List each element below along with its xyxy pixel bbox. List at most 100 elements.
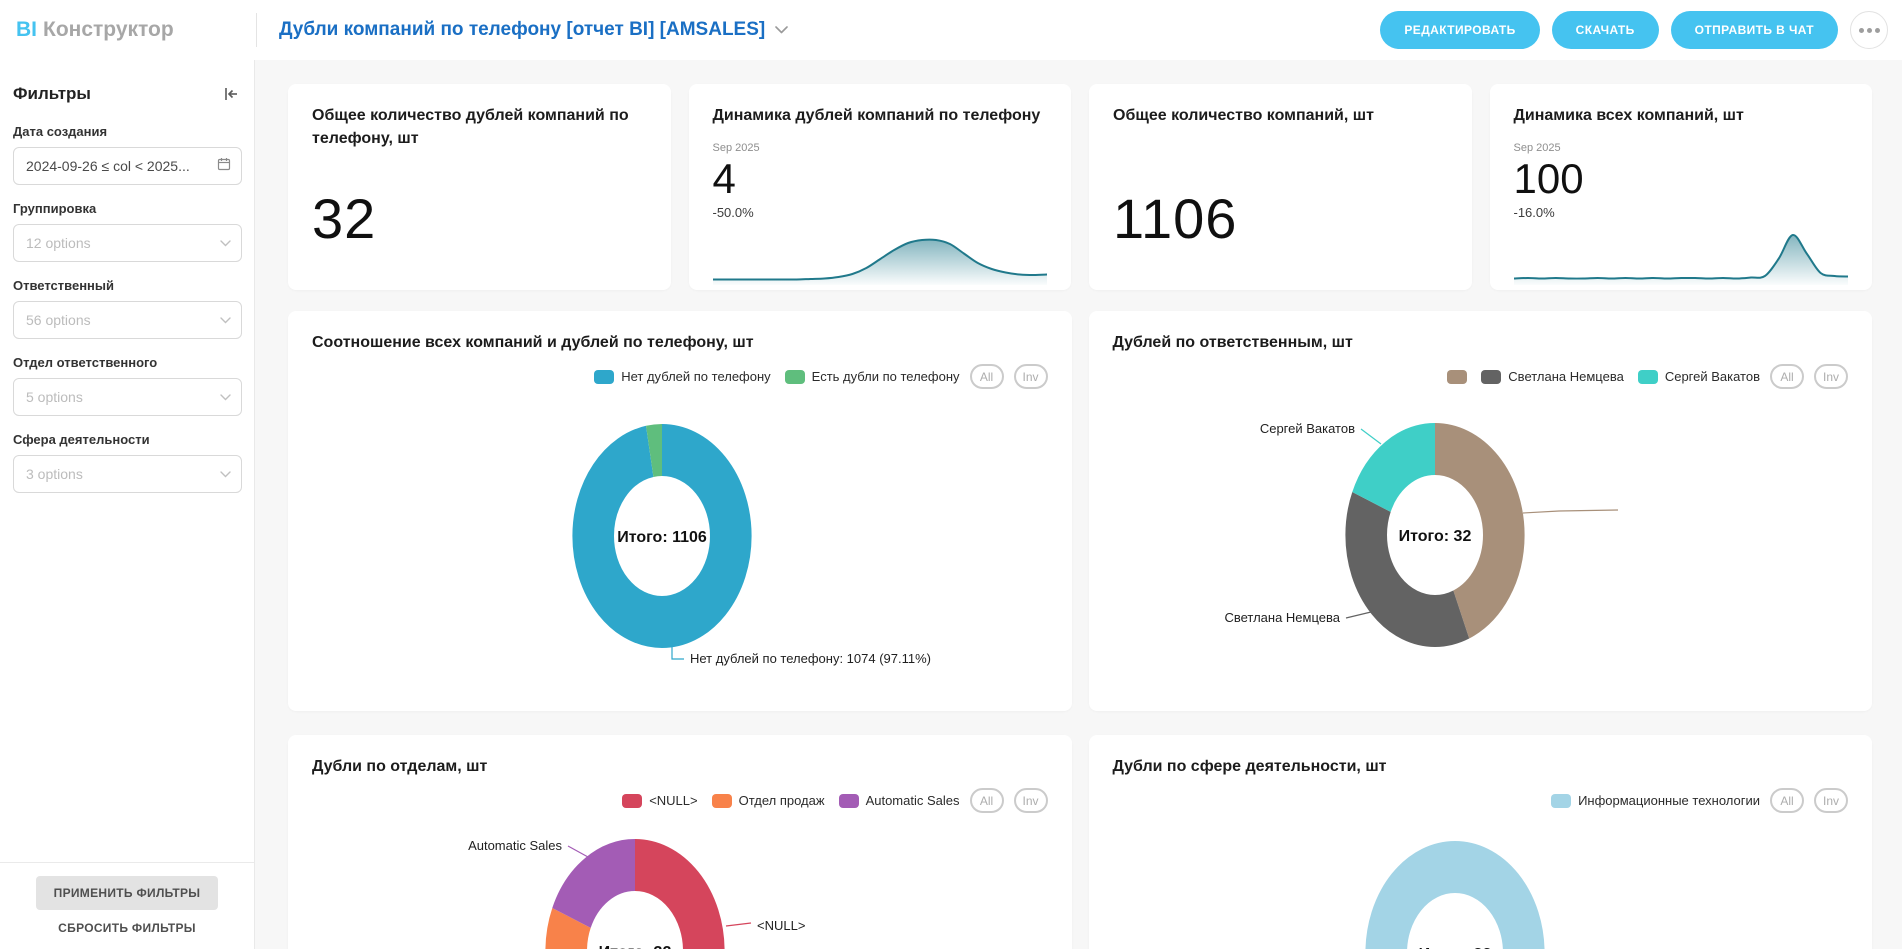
legend-swatch-icon	[1447, 369, 1468, 384]
legend-item[interactable]: Светлана Немцева	[1481, 369, 1624, 384]
kpi-card-duplicates-dynamics: Динамика дублей компаний по телефону Sep…	[688, 84, 1071, 290]
filter-label: Отдел ответственного	[13, 355, 158, 370]
legend-inv-button[interactable]: Inv	[1013, 788, 1048, 814]
chart-legend: Нет дублей по телефону Есть дубли по теле…	[312, 364, 1048, 390]
kpi-title: Динамика всех компаний, шт	[1513, 107, 1744, 124]
kpi-period: Sep 2025	[712, 142, 760, 155]
reset-filters-button[interactable]: СБРОСИТЬ ФИЛЬТРЫ	[58, 921, 196, 935]
report-title: Дубли компаний по телефону [отчет BI] [A…	[279, 19, 766, 40]
responsible-select[interactable]: 56 options	[13, 301, 242, 339]
legend-all-button[interactable]: All	[1770, 364, 1804, 390]
date-range-input[interactable]: 2024-09-26 ≤ col < 2025...	[13, 147, 242, 185]
logo-bi: BI	[16, 18, 37, 41]
legend-swatch-icon	[1551, 793, 1572, 808]
legend-item[interactable]	[1447, 369, 1468, 384]
filter-label: Сфера деятельности	[13, 432, 150, 447]
legend-label: Есть дубли по телефону	[811, 369, 960, 385]
legend-swatch-icon	[711, 793, 732, 808]
kpi-title: Общее количество дублей компаний по теле…	[312, 107, 629, 148]
legend-item[interactable]: Сергей Вакатов	[1637, 369, 1760, 385]
date-range-value: 2024-09-26 ≤ col < 2025...	[26, 158, 190, 174]
legend-item[interactable]: Отдел продаж	[711, 793, 825, 808]
filter-label: Дата создания	[13, 124, 108, 139]
donut-chart[interactable]: Итого: 32 Automatic Sales <NULL>	[288, 735, 1072, 949]
kpi-period: Sep 2025	[1513, 142, 1561, 155]
chevron-down-icon	[220, 311, 231, 329]
legend-item[interactable]: Есть дубли по телефону	[784, 369, 960, 385]
report-title-dropdown[interactable]: Дубли компаний по телефону [отчет BI] [A…	[279, 19, 789, 41]
chevron-down-icon	[775, 21, 789, 39]
legend-swatch-icon	[838, 793, 859, 808]
legend-label: Светлана Немцева	[1508, 369, 1624, 385]
legend-all-button[interactable]: All	[969, 364, 1004, 390]
legend-swatch-icon	[1481, 369, 1502, 384]
chevron-down-icon	[220, 234, 231, 252]
legend-item[interactable]: <NULL>	[622, 793, 698, 808]
logo-brand: Конструктор	[43, 18, 174, 41]
legend-item[interactable]: Automatic Sales	[838, 793, 960, 808]
sparkline-chart	[1513, 227, 1848, 286]
svg-text:Automatic Sales: Automatic Sales	[468, 838, 562, 853]
kpi-delta: -16.0%	[1513, 205, 1555, 221]
grouping-select[interactable]: 12 options	[13, 224, 242, 262]
svg-text:Светлана Немцева: Светлана Немцева	[1224, 610, 1340, 625]
chart-title: Дублей по ответственным, шт	[1112, 334, 1353, 351]
legend-inv-button[interactable]: Inv	[1814, 364, 1848, 390]
kpi-row: Общее количество дублей компаний по теле…	[288, 84, 1872, 290]
svg-text:Нет дублей по телефону: 1074 (: Нет дублей по телефону: 1074 (97.11%)	[690, 651, 931, 666]
donut-chart[interactable]: Итого: 32 Сергей Вакатов Светлана Немцева	[1089, 311, 1873, 711]
filter-label: Группировка	[13, 201, 97, 216]
svg-text:Итого: 32: Итого: 32	[599, 944, 672, 949]
department-select[interactable]: 5 options	[13, 378, 242, 416]
chart-row-2: Итого: 32 Automatic Sales <NULL> Дубли по …	[288, 735, 1872, 949]
more-options-button[interactable]	[1850, 11, 1888, 49]
select-placeholder: 3 options	[26, 466, 83, 482]
apply-filters-button[interactable]: ПРИМЕНИТЬ ФИЛЬТРЫ	[36, 876, 218, 910]
filter-group-responsible: Ответственный 56 options	[0, 262, 254, 339]
legend-inv-button[interactable]: Inv	[1814, 788, 1848, 814]
legend-label: Нет дублей по телефону	[621, 369, 771, 385]
dots-icon	[1858, 27, 1864, 33]
filter-group-industry: Сфера деятельности 3 options	[0, 416, 254, 493]
kpi-value: 32	[312, 187, 377, 250]
app-logo: BI Конструктор	[16, 18, 256, 42]
legend-item[interactable]: Информационные технологии	[1551, 793, 1760, 808]
chart-legend: <NULL> Отдел продаж Automatic Sales All In…	[312, 788, 1048, 814]
svg-text:<NULL>: <NULL>	[757, 918, 805, 933]
legend-all-button[interactable]: All	[969, 788, 1004, 814]
app-header: BI Конструктор Дубли компаний по телефон…	[0, 0, 1902, 60]
kpi-card-companies-dynamics: Динамика всех компаний, шт Sep 2025 100 …	[1489, 84, 1872, 290]
kpi-value: 4	[712, 155, 736, 203]
kpi-value: 1106	[1113, 187, 1238, 250]
chevron-down-icon	[220, 465, 231, 483]
donut-chart[interactable]: Итого: 32	[1089, 735, 1873, 949]
kpi-title: Динамика дублей компаний по телефону	[712, 107, 1041, 124]
svg-text:Итого: 32: Итого: 32	[1418, 946, 1491, 949]
legend-label: Сергей Вакатов	[1664, 369, 1760, 385]
industry-select[interactable]: 3 options	[13, 455, 242, 493]
legend-inv-button[interactable]: Inv	[1013, 364, 1048, 390]
chart-title: Дубли по сфере деятельности, шт	[1112, 758, 1387, 775]
donut-chart[interactable]: Итого: 1106 Нет дублей по телефону: 1074 …	[288, 311, 1072, 711]
pie-card-duplicates-by-industry: Итого: 32 Дубли по сфере деятельности, ш…	[1088, 735, 1873, 949]
pie-card-duplicates-by-responsible: Итого: 32 Сергей Вакатов Светлана Немцева …	[1088, 311, 1873, 711]
sparkline-chart	[712, 227, 1047, 286]
svg-text:Итого: 1106: Итого: 1106	[617, 529, 707, 546]
send-to-chat-button[interactable]: ОТПРАВИТЬ В ЧАТ	[1670, 11, 1838, 49]
chart-row-1: Итого: 1106 Нет дублей по телефону: 1074 …	[288, 311, 1872, 711]
legend-all-button[interactable]: All	[1770, 788, 1804, 814]
filter-group-department: Отдел ответственного 5 options	[0, 339, 254, 416]
select-placeholder: 12 options	[26, 235, 91, 251]
legend-item[interactable]: Нет дублей по телефону	[594, 369, 771, 385]
edit-button[interactable]: РЕДАКТИРОВАТЬ	[1380, 11, 1540, 49]
select-placeholder: 5 options	[26, 389, 83, 405]
download-button[interactable]: СКАЧАТЬ	[1551, 11, 1659, 49]
chart-title: Дубли по отделам, шт	[312, 758, 488, 775]
header-actions: РЕДАКТИРОВАТЬ СКАЧАТЬ ОТПРАВИТЬ В ЧАТ	[1380, 11, 1888, 49]
svg-text:Итого: 32: Итого: 32	[1398, 528, 1471, 545]
filters-title: Фильтры	[13, 84, 91, 103]
collapse-sidebar-icon[interactable]	[223, 86, 240, 102]
chart-legend: Светлана Немцева Сергей Вакатов All Inv	[1113, 364, 1848, 390]
kpi-delta: -50.0%	[712, 205, 754, 221]
legend-swatch-icon	[1637, 369, 1658, 384]
